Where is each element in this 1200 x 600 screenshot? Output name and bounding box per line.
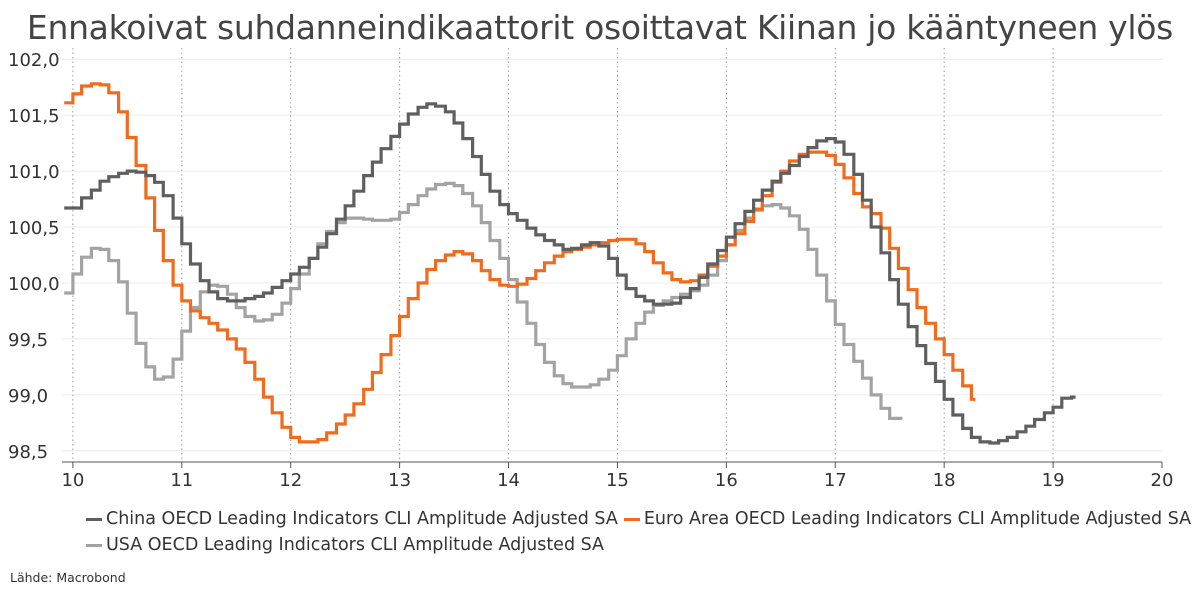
legend-item-usa[interactable]: USA OECD Leading Indicators CLI Amplitud… — [86, 535, 604, 555]
legend-item-china[interactable]: China OECD Leading Indicators CLI Amplit… — [86, 509, 618, 529]
x-tick-label: 12 — [279, 470, 302, 491]
y-tick-label: 101,5 — [8, 106, 60, 127]
x-tick-label: 10 — [61, 470, 84, 491]
grid-layer — [62, 48, 1162, 462]
y-tick-label: 98,5 — [8, 442, 48, 463]
y-tick-label: 102,0 — [8, 50, 60, 71]
x-tick-label: 14 — [497, 470, 520, 491]
legend: China OECD Leading Indicators CLI Amplit… — [86, 506, 1191, 558]
x-tick-label: 13 — [388, 470, 411, 491]
legend-label-euro-area: Euro Area OECD Leading Indicators CLI Am… — [643, 509, 1192, 529]
legend-swatch-china — [86, 517, 102, 521]
legend-label-usa: USA OECD Leading Indicators CLI Amplitud… — [106, 535, 605, 555]
y-tick-label: 101,0 — [8, 162, 60, 183]
legend-swatch-euro-area — [623, 517, 640, 521]
legend-row: China OECD Leading Indicators CLI Amplit… — [86, 506, 1191, 532]
y-tick-label: 100,0 — [8, 274, 60, 295]
x-tick-label: 19 — [1042, 470, 1065, 491]
y-tick-label: 99,0 — [8, 386, 48, 407]
x-tick-label: 17 — [824, 470, 847, 491]
x-tick-label: 18 — [933, 470, 956, 491]
chart-title: Ennakoivat suhdanneindikaattorit osoitta… — [26, 8, 1174, 47]
axis-layer: 102,0 101,5 101,0 100,5 100,0 99,5 99,0 98,5 10 1… — [8, 50, 1173, 491]
series-line-china — [64, 102, 1076, 445]
legend-swatch-usa — [86, 543, 102, 547]
x-tick-label: 20 — [1151, 470, 1174, 491]
y-tick-label: 99,5 — [8, 330, 48, 351]
legend-item-euro-area[interactable]: Euro Area OECD Leading Indicators CLI Am… — [623, 509, 1192, 529]
series-line-euro-area — [64, 82, 976, 444]
source-note: Lähde: Macrobond — [10, 570, 126, 585]
legend-label-china: China OECD Leading Indicators CLI Amplit… — [106, 509, 618, 529]
series-layer — [64, 82, 1076, 445]
x-tick-label: 11 — [170, 470, 193, 491]
x-tick-label: 15 — [606, 470, 629, 491]
x-tick-label: 16 — [715, 470, 738, 491]
y-tick-label: 100,5 — [8, 218, 60, 239]
legend-row: USA OECD Leading Indicators CLI Amplitud… — [86, 532, 1186, 558]
